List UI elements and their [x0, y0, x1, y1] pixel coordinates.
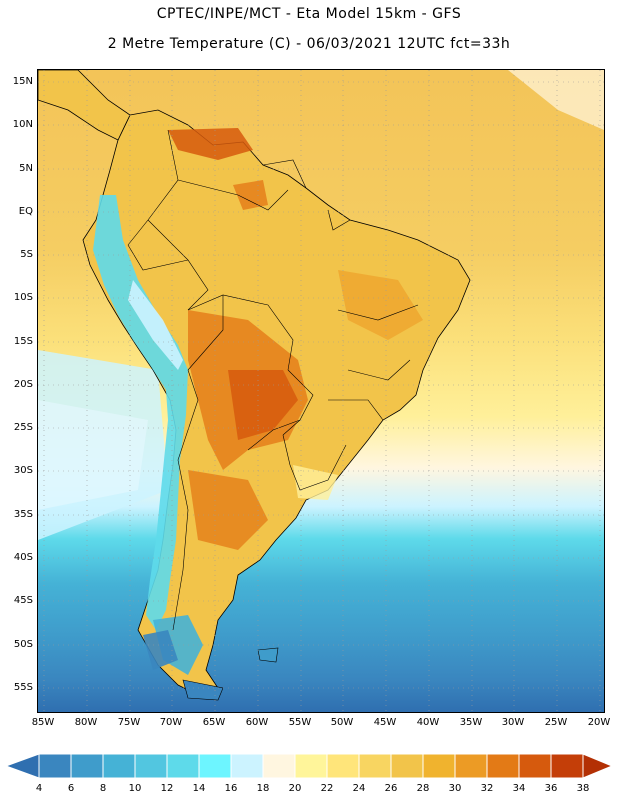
lat-label: 25S: [13, 422, 33, 433]
lon-label: 30W: [501, 717, 525, 728]
lat-label: 5N: [19, 163, 33, 174]
colorbar-label: 38: [576, 783, 590, 794]
colorbar-label: 24: [352, 783, 366, 794]
colorbar-swatch: [358, 753, 392, 779]
lon-label: 75W: [117, 717, 141, 728]
colorbar-label: 26: [384, 783, 398, 794]
colorbar-label: 36: [544, 783, 558, 794]
colorbar-swatch: [70, 753, 104, 779]
lon-label: 25W: [544, 717, 568, 728]
lon-label: 65W: [202, 717, 226, 728]
map-canvas: [38, 70, 604, 712]
colorbar-label: 30: [448, 783, 462, 794]
colorbar-swatch: [38, 753, 72, 779]
colorbar-swatch: [550, 753, 584, 779]
colorbar-swatch: [294, 753, 328, 779]
lon-label: 60W: [245, 717, 269, 728]
lon-label: 80W: [74, 717, 98, 728]
colorbar-swatch: [518, 753, 552, 779]
lon-label: 40W: [416, 717, 440, 728]
map-title-line2: 2 Metre Temperature (C) - 06/03/2021 12U…: [107, 36, 511, 52]
colorbar-label: 16: [224, 783, 238, 794]
temperature-map: [37, 69, 605, 713]
colorbar-swatch: [422, 753, 456, 779]
colorbar-swatch: [198, 753, 232, 779]
colorbar-label: 32: [480, 783, 494, 794]
lat-label: 30S: [13, 465, 33, 476]
colorbar-label: 14: [192, 783, 206, 794]
colorbar-swatch: [326, 753, 360, 779]
lat-label: 55S: [13, 682, 33, 693]
colorbar-label: 28: [416, 783, 430, 794]
colorbar-swatch: [390, 753, 424, 779]
lon-label: 50W: [330, 717, 354, 728]
colorbar-label: 20: [288, 783, 302, 794]
lon-label: 85W: [31, 717, 55, 728]
lat-label: EQ: [18, 206, 33, 217]
colorbar-swatch: [486, 753, 520, 779]
colorbar-label: 4: [35, 783, 43, 794]
colorbar-swatch: [102, 753, 136, 779]
lat-label: 45S: [13, 595, 33, 606]
andes-cool-band: [93, 195, 188, 630]
lon-label: 20W: [587, 717, 611, 728]
colorbar-label: 8: [99, 783, 107, 794]
lat-label: 15N: [12, 76, 33, 87]
lon-label: 45W: [373, 717, 397, 728]
colorbar-swatch: [262, 753, 296, 779]
lat-label: 40S: [13, 552, 33, 563]
country-borders: [127, 129, 419, 631]
temperature-colorbar: [4, 753, 614, 779]
lat-lon-grid: [38, 70, 604, 712]
colorbar-arrow-high: [582, 753, 614, 779]
colorbar-swatch: [134, 753, 168, 779]
colorbar-swatch: [454, 753, 488, 779]
colorbar-swatch: [230, 753, 264, 779]
lon-label: 55W: [288, 717, 312, 728]
lat-label: 35S: [13, 509, 33, 520]
lat-label: 15S: [13, 336, 33, 347]
lat-label: 10N: [12, 119, 33, 130]
colorbar-label: 12: [160, 783, 174, 794]
colorbar-label: 10: [128, 783, 142, 794]
colorbar-label: 18: [256, 783, 270, 794]
lat-label: 10S: [13, 292, 33, 303]
lon-label: 70W: [159, 717, 183, 728]
colorbar-arrow-low: [4, 753, 40, 779]
lon-label: 35W: [459, 717, 483, 728]
colorbar-label: 34: [512, 783, 526, 794]
colorbar-swatch: [166, 753, 200, 779]
lat-label: 5S: [20, 249, 33, 260]
colorbar-label: 22: [320, 783, 334, 794]
colorbar-label: 6: [67, 783, 75, 794]
lat-label: 50S: [13, 639, 33, 650]
map-title-line1: CPTEC/INPE/MCT - Eta Model 15km - GFS: [156, 6, 462, 22]
lat-label: 20S: [13, 379, 33, 390]
